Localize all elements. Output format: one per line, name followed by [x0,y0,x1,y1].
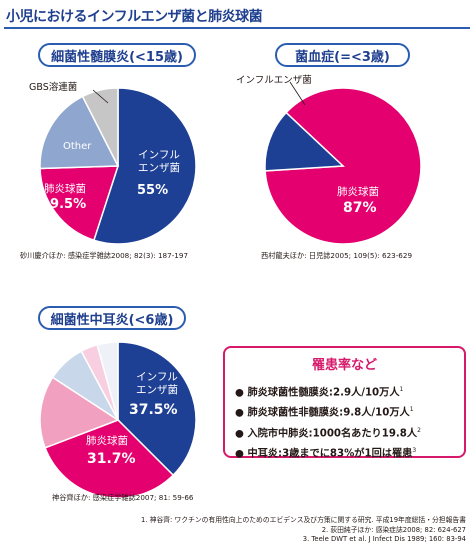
meningitis-title: 細菌性髄膜炎(<15歳) [38,43,196,67]
incidence-item-ref: 3 [412,447,417,455]
meningitis-hib-value: 55% [137,183,169,198]
meningitis-citation: 砂川慶介ほか: 感染症学雑誌2008; 82(3): 187-197 [20,251,189,260]
pie-slice [264,111,345,172]
gbs-leader-line [92,89,109,104]
incidence-item-ref: 1 [409,406,414,414]
incidence-item-text: 入院市中肺炎:1000名あたり19.8人 [247,428,418,440]
bacteremia-title: 菌血症(=<3歳) [275,43,410,67]
hib-leader-line [289,81,306,106]
reference-item: 3. Teele DWT et al. J Infect Dis 1989; 1… [302,535,466,544]
otitis-pneumo-label: 肺炎球菌 [86,435,128,447]
reference-item: 1. 神谷齊: ワクチンの有用性向上のためのエビデンス及び方策に関する研究. 平… [141,516,466,524]
incidence-list: ● 肺炎球菌性髄膜炎:2.9人/10万人1 ● 肺炎球菌性非髄膜炎:9.8人/1… [235,381,421,463]
bacteremia-citation: 西村龍夫ほか: 日児誌2005; 109(5): 623-629 [261,251,413,260]
pie-slice [44,419,175,499]
otitis-pie [39,341,197,499]
pie-slice [96,341,119,421]
incidence-item: ● 入院市中肺炎:1000名あたり19.8人2 [235,426,421,440]
reference-item: 2. 荻田純子ほか: 感染症誌2008; 82: 624-627 [321,525,466,534]
pie-slice [39,95,120,170]
bacteremia-pie [264,87,422,245]
incidence-item: ● 肺炎球菌性非髄膜炎:9.8人/10万人1 [235,406,414,419]
otitis-title: 細菌性中耳炎(<6歳) [38,306,186,330]
incidence-box: 罹患率など ● 肺炎球菌性髄膜炎:2.9人/10万人1 ● 肺炎球菌性非髄膜炎:… [223,346,466,460]
otitis-hib-label: インフルエンザ菌 [136,371,178,396]
pie-slice [92,87,197,245]
otitis-hib-value: 37.5% [129,402,178,418]
page-title: 小児におけるインフルエンザ菌と肺炎球菌 [6,9,263,25]
incidence-item: ● 肺炎球菌性髄膜炎:2.9人/10万人1 [235,386,404,399]
bacteremia-pneumo-label: 肺炎球菌 [337,186,379,198]
meningitis-pneumo-value: 19.5% [41,197,87,212]
otitis-pneumo-value: 31.7% [87,451,136,467]
bacteremia-pneumo-value: 87% [343,200,377,216]
pie-slice [39,165,120,242]
meningitis-pneumo-label: 肺炎球菌 [44,183,86,195]
pie-slice [81,87,119,167]
incidence-item-ref: 1 [399,386,404,393]
pie-slice [117,341,197,477]
incidence-item: ● 中耳炎:3歳までに83%が1回は罹患3 [235,447,417,460]
pie-slice [39,376,120,449]
meningitis-hib-label: インフルエンザ菌 [138,149,180,174]
incidence-item-text: 肺炎球菌性非髄膜炎:9.8人/10万人 [247,407,410,419]
incidence-item-text: 中耳炎:3歳までに83%が1回は罹患 [247,448,413,460]
gbs-label: GBS溶連菌 [29,82,78,93]
incidence-title: 罹患率など [311,358,377,373]
meningitis-pie [39,87,197,245]
references: 1. 神谷齊: ワクチンの有用性向上のためのエビデンス及び方策に関する研究. 平… [141,516,466,545]
other-label: Other [63,141,92,152]
otitis-citation: 神谷齊ほか: 感染症学雑誌2007; 81: 59-66 [52,493,194,502]
incidence-item-text: 肺炎球菌性髄膜炎:2.9人/10万人 [247,387,400,399]
incidence-item-ref: 2 [417,426,421,434]
title-divider [4,27,470,29]
bacteremia-hib-label: インフルエンザ菌 [236,75,312,86]
